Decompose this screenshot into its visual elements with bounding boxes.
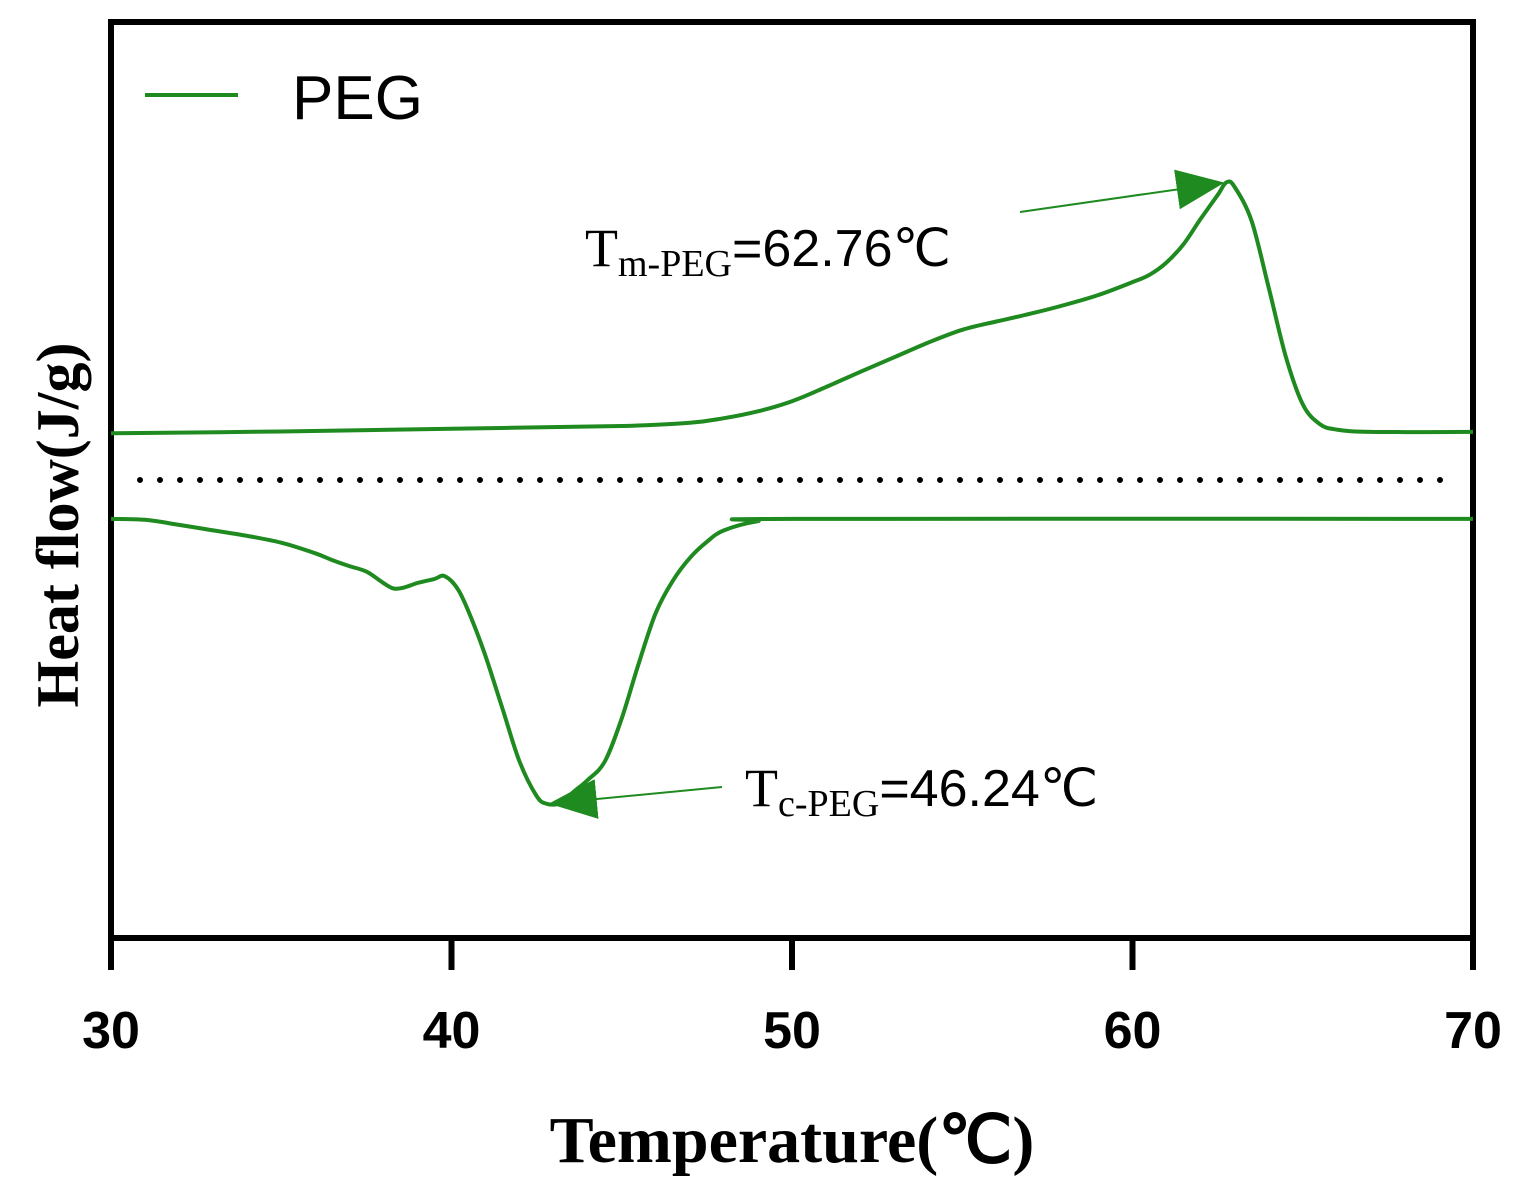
annotation-melting-subscript: m-PEG [618,243,732,285]
annotation-crystallization-label: T [745,758,778,818]
x-tick-label-60: 60 [1104,1002,1162,1060]
annotation-arrow-crystallization [548,779,723,819]
x-tick-label-70: 70 [1444,1002,1502,1060]
x-tick-label-30: 30 [82,1002,140,1060]
series-group [110,179,1474,807]
annotation-crystallization-subscript: c-PEG [778,783,879,825]
annotation-melting: Tm-PEG=62.76℃ [585,218,951,285]
annotation-melting-value: =62.76℃ [732,220,951,278]
x-axis: 30 40 50 60 70 [82,938,1502,1060]
y-axis-title: Heat flow(J/g) [25,343,91,708]
x-axis-title: Temperature(℃) [550,1104,1035,1177]
annotation-melting-label: T [585,218,618,278]
x-tick-label-50: 50 [763,1002,821,1060]
annotation-arrows [548,169,1225,819]
legend-label-peg: PEG [292,64,423,133]
annotation-arrow-melting [1019,169,1225,213]
series-line-heating [110,179,1474,436]
annotation-crystallization: Tc-PEG=46.24℃ [745,758,1098,825]
legend: PEG [145,64,423,133]
annotation-crystallization-value: =46.24℃ [879,760,1098,818]
series-line-cooling [110,516,1474,807]
x-tick-label-40: 40 [423,1002,481,1060]
